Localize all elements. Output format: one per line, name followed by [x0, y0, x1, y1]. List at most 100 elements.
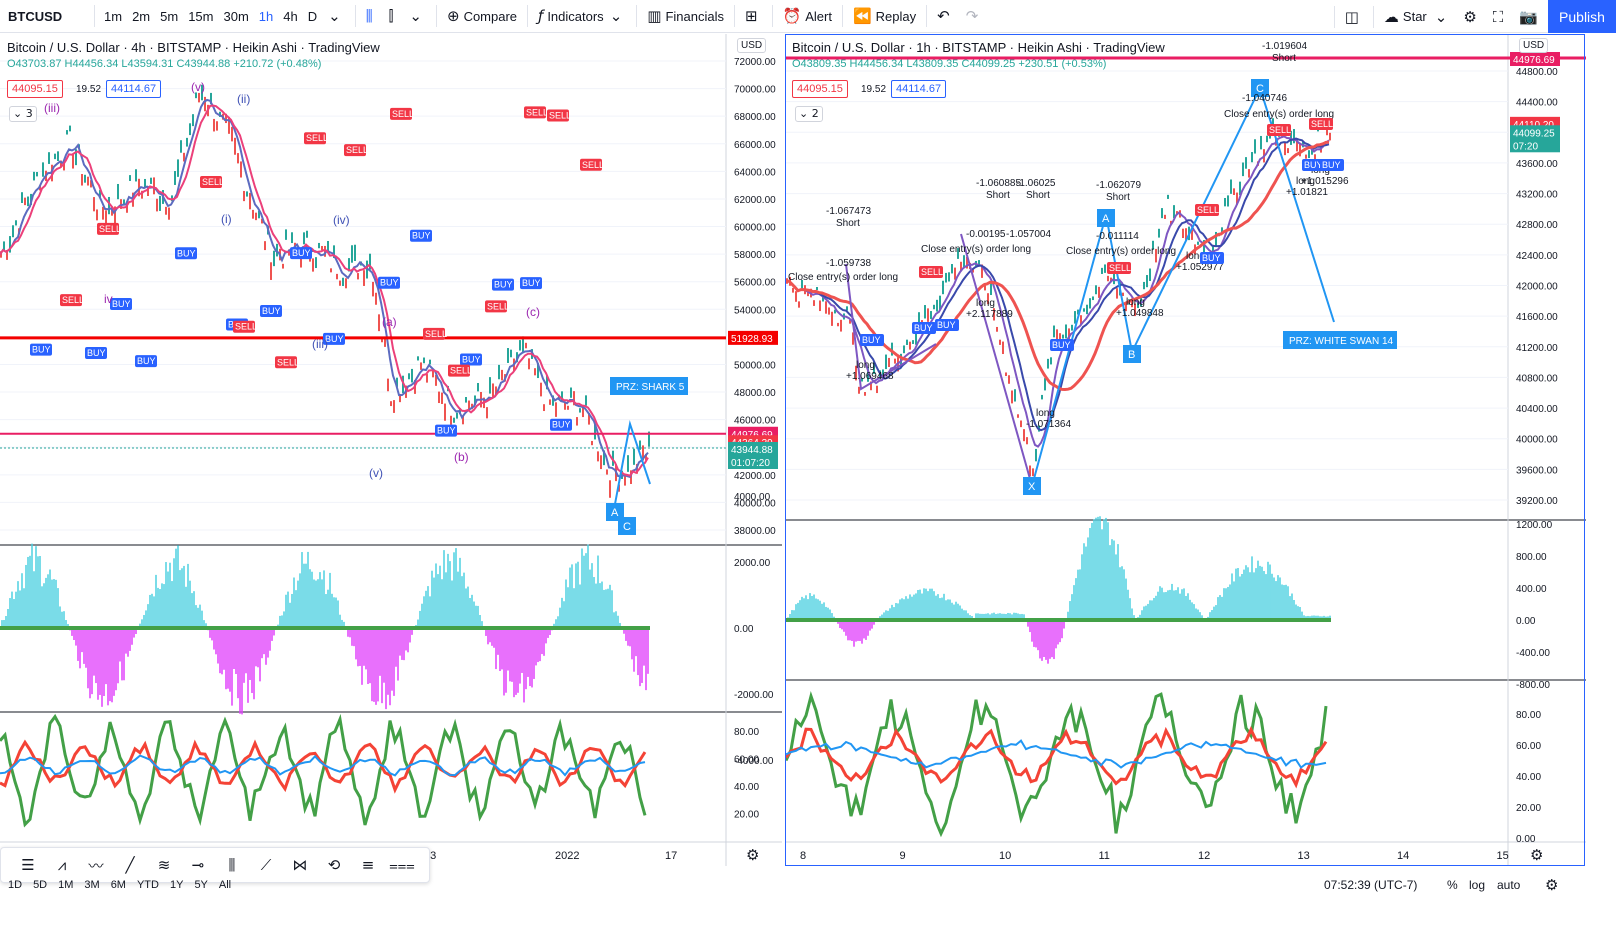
horizontal-ray-icon[interactable]: ⊸	[191, 856, 205, 874]
candle	[336, 273, 338, 280]
wave-icon[interactable]: 〰	[88, 856, 104, 875]
publish-button[interactable]: Publish	[1548, 0, 1616, 33]
candle	[201, 84, 203, 101]
candle	[87, 176, 89, 186]
buy-marker	[1050, 339, 1074, 351]
lines-icon[interactable]: ≡	[361, 856, 375, 874]
symbol-search[interactable]: BTCUSD	[8, 8, 63, 24]
sell-marker	[304, 132, 326, 145]
replay-button[interactable]: ⏪ Replay	[847, 0, 922, 33]
candle	[849, 319, 851, 324]
layout-grid-icon[interactable]: ⊞	[744, 7, 758, 25]
chevron-down-icon[interactable]: ⌄	[328, 7, 341, 25]
range-5y[interactable]: 5Y	[194, 879, 208, 891]
gear-icon[interactable]: ⚙	[1545, 876, 1559, 894]
candle	[168, 207, 170, 220]
candle	[1245, 157, 1247, 169]
sell-marker-label: SELL	[306, 133, 328, 143]
interval-5m[interactable]: 5m	[160, 8, 179, 24]
alert-button[interactable]: ⏰ Alert	[777, 0, 838, 33]
range-ytd[interactable]: YTD	[136, 879, 159, 891]
interval-30m[interactable]: 30m	[223, 8, 249, 24]
split-layout-icon[interactable]: ◫	[1344, 7, 1359, 26]
trendline-icon[interactable]: ╱	[125, 856, 135, 874]
candle	[801, 279, 803, 289]
percent-toggle[interactable]: %	[1447, 878, 1458, 892]
compare-button[interactable]: ⊕ Compare	[441, 0, 523, 33]
sell-marker-label: SELL	[1269, 125, 1291, 135]
candle	[1329, 132, 1331, 141]
buy-price-box[interactable]: 44114.67	[891, 80, 947, 98]
log-toggle[interactable]: log	[1469, 878, 1486, 892]
range-all[interactable]: All	[218, 879, 232, 891]
candle-type-icon[interactable]: ⫿	[388, 7, 394, 25]
sell-marker-label: SELL	[549, 110, 571, 120]
price-tick-label: 68000.00	[734, 112, 776, 123]
buy-price-box[interactable]: 44114.67	[106, 80, 162, 98]
candle	[432, 369, 434, 378]
xabcd-icon[interactable]: ⋈	[292, 856, 308, 874]
trade-side-label: long	[856, 360, 875, 371]
sell-marker	[485, 300, 507, 313]
camera-icon[interactable]: 📷	[1519, 7, 1538, 26]
currency-selector[interactable]: USD	[1519, 38, 1549, 53]
candle	[606, 469, 608, 475]
gear-icon[interactable]: ⚙	[746, 846, 760, 864]
indicator-collapse-toggle[interactable]: ⌄ 3	[9, 106, 37, 122]
bar-style-icon[interactable]: ⫼	[365, 7, 373, 25]
fullscreen-icon[interactable]: ⛶	[1492, 7, 1504, 26]
rsi-tick-label: 80.00	[734, 727, 759, 738]
rsi-tick-label: 0.00	[1516, 834, 1536, 845]
range-6m[interactable]: 6M	[110, 879, 126, 891]
pattern-icon[interactable]: ⩘	[57, 856, 67, 874]
fib-icon[interactable]: ≋	[157, 856, 171, 874]
auto-toggle[interactable]: auto	[1497, 878, 1521, 892]
settings-lines-icon[interactable]: ⩶	[389, 856, 415, 874]
financials-button[interactable]: ▥ Financials	[641, 0, 730, 33]
pattern-point-bg	[1023, 477, 1041, 495]
candle	[1107, 275, 1109, 282]
interval-d[interactable]: D	[307, 8, 318, 24]
range-1m[interactable]: 1M	[58, 879, 74, 891]
candle	[1185, 228, 1187, 240]
cycle-icon[interactable]: ⟲	[327, 856, 341, 874]
menu-icon[interactable]: ☰	[21, 856, 35, 874]
range-5d[interactable]: 5D	[33, 879, 48, 891]
range-1y[interactable]: 1Y	[169, 879, 184, 891]
right-chart[interactable]: 44800.0044400.0044000.0043600.0043200.00…	[786, 34, 1616, 866]
interval-2m[interactable]: 2m	[132, 8, 151, 24]
interval-4h[interactable]: 4h	[283, 8, 298, 24]
interval-1m[interactable]: 1m	[104, 8, 123, 24]
time-tick-label: 15	[1497, 850, 1509, 862]
indicator-collapse-toggle[interactable]: ⌄ 2	[795, 106, 823, 122]
currency-selector[interactable]: USD	[737, 38, 767, 53]
bars-icon[interactable]: ⫼	[228, 856, 236, 874]
sell-marker-label: SELL	[99, 224, 121, 234]
candle	[942, 280, 944, 295]
indicators-button[interactable]: ƒ Indicators ⌄	[532, 0, 632, 33]
sell-price-box[interactable]: 44095.15	[792, 80, 848, 98]
candle	[453, 417, 455, 423]
buy-marker-label: BUY	[292, 248, 311, 258]
star-layout-button[interactable]: ☁ Star ⌄	[1378, 0, 1457, 33]
gear-icon[interactable]: ⚙	[1530, 846, 1544, 864]
chevron-down-icon[interactable]: ⌄	[409, 7, 422, 25]
left-chart[interactable]: 72000.00 70000.00 68000.00 66000.00 64000.00…	[0, 34, 782, 866]
candle	[861, 377, 863, 382]
range-3m[interactable]: 3M	[84, 879, 100, 891]
redo-icon[interactable]: ↷	[965, 7, 979, 25]
time-tick-label: 14	[1397, 850, 1409, 862]
range-1d[interactable]: 1D	[8, 879, 23, 891]
candle	[588, 412, 590, 425]
candle	[339, 280, 341, 286]
candle	[429, 359, 431, 365]
sell-price-box[interactable]: 44095.15	[7, 80, 63, 98]
clock[interactable]: 07:52:39 (UTC-7)	[1324, 878, 1418, 892]
interval-15m[interactable]: 15m	[188, 8, 214, 24]
gear-icon[interactable]: ⚙	[1463, 7, 1477, 26]
undo-icon[interactable]: ↶	[937, 7, 950, 25]
interval-1h[interactable]: 1h	[258, 8, 274, 24]
ohlc-change: +210.72 (+0.48%)	[233, 58, 322, 70]
line-icon[interactable]: ⟋	[260, 856, 272, 874]
trade-value-label: -1.071364	[1026, 419, 1071, 430]
